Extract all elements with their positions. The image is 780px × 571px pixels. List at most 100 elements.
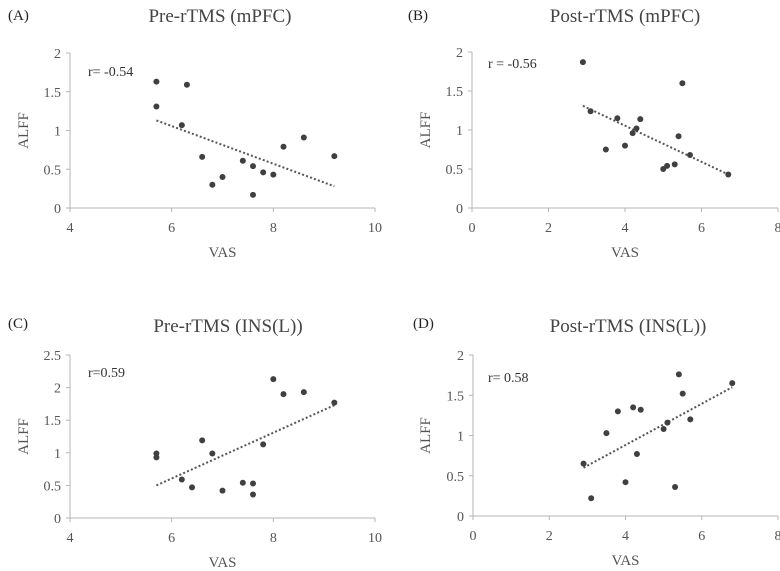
- data-point: [280, 391, 287, 398]
- data-point: [675, 133, 682, 140]
- data-point: [679, 80, 686, 87]
- y-tick-label: 1.5: [446, 85, 464, 100]
- y-tick-label: 2.5: [44, 349, 62, 364]
- y-tick-label: 1.5: [44, 414, 62, 429]
- data-point: [633, 451, 640, 458]
- data-point: [199, 437, 206, 444]
- data-point: [331, 153, 338, 160]
- x-tick-label: 2: [546, 529, 553, 544]
- data-point: [260, 441, 267, 448]
- chart-title: Pre-rTMS (INS(L)): [153, 316, 302, 337]
- y-tick-label: 0: [54, 202, 61, 217]
- y-tick-label: 0: [457, 510, 464, 525]
- data-point: [629, 130, 636, 137]
- data-point: [633, 125, 640, 132]
- x-tick-label: 6: [698, 221, 705, 236]
- data-point: [153, 78, 160, 85]
- y-tick-label: 2: [54, 382, 61, 397]
- data-point: [270, 171, 277, 178]
- data-point: [209, 450, 216, 457]
- data-point: [250, 191, 256, 198]
- correlation-label: r= -0.54: [88, 65, 133, 80]
- x-tick-label: 6: [168, 531, 175, 546]
- x-tick-label: 0: [470, 529, 477, 544]
- x-tick-label: 10: [368, 531, 382, 546]
- scatter-panel-2: (C) Pre-rTMS (INS(L)) 0 0.5 1 1.5 2 2.5 4 6 8 10 VAS…: [8, 316, 382, 571]
- x-tick-label: 8: [270, 531, 277, 546]
- panel-label: (A): [8, 8, 29, 24]
- x-tick-label: 4: [67, 221, 74, 236]
- panel-label: (B): [408, 8, 428, 24]
- data-point: [178, 122, 185, 129]
- y-axis-title: ALFF: [418, 112, 434, 149]
- data-point: [614, 115, 621, 122]
- data-point: [602, 146, 609, 153]
- data-point: [300, 134, 307, 141]
- x-tick-label: 2: [545, 221, 552, 236]
- y-tick-label: 1.5: [447, 389, 465, 404]
- data-point: [219, 174, 226, 180]
- data-point: [587, 108, 594, 115]
- trendline: [156, 119, 335, 188]
- data-point: [664, 162, 671, 169]
- data-point: [300, 389, 307, 396]
- data-point: [672, 484, 679, 491]
- x-tick-label: 6: [168, 221, 175, 236]
- correlation-label: r= 0.58: [488, 371, 529, 386]
- data-point: [729, 380, 736, 387]
- data-point: [664, 419, 671, 426]
- correlation-label: r = -0.56: [488, 57, 537, 72]
- data-point: [250, 480, 256, 487]
- x-tick-label: 6: [698, 529, 705, 544]
- scatter-panel-0: (A) Pre-rTMS (mPFC) 0 0.5 1 1.5 2 4 6 8 10 VAS ALFF r…: [8, 6, 382, 261]
- y-tick-label: 2: [54, 47, 61, 62]
- x-axis-title: VAS: [208, 245, 236, 261]
- data-point: [280, 143, 287, 150]
- x-axis-title: VAS: [611, 553, 639, 569]
- y-tick-label: 0: [456, 202, 463, 217]
- scatter-panel-3: (D) Post-rTMS (INS(L)) 0 0.5 1 1.5 2 0 2 4 6 8 VAS AL…: [413, 316, 780, 569]
- data-point: [580, 460, 587, 467]
- trendline: [156, 404, 335, 487]
- y-tick-label: 1: [457, 430, 464, 445]
- y-tick-label: 1: [54, 447, 61, 462]
- data-point: [250, 491, 256, 498]
- data-point: [679, 390, 686, 397]
- data-point: [637, 406, 644, 413]
- data-point: [209, 181, 216, 188]
- data-point: [687, 416, 694, 423]
- y-tick-label: 2: [456, 46, 463, 61]
- data-point: [189, 484, 195, 491]
- data-point: [239, 479, 246, 486]
- data-point: [687, 151, 694, 158]
- y-axis-title: ALFF: [16, 418, 32, 455]
- y-axis-title: ALFF: [16, 112, 32, 149]
- data-point: [660, 426, 667, 433]
- data-point: [219, 487, 226, 494]
- x-tick-label: 8: [270, 221, 277, 236]
- data-point: [622, 479, 629, 486]
- y-tick-label: 0.5: [446, 163, 464, 178]
- y-axis-title: ALFF: [418, 417, 434, 454]
- y-tick-label: 1: [456, 124, 463, 139]
- x-axis-title: VAS: [611, 245, 639, 261]
- data-point: [579, 59, 586, 66]
- data-point: [183, 81, 190, 88]
- y-tick-label: 0: [54, 512, 61, 527]
- data-point: [250, 163, 256, 170]
- trendline: [582, 104, 729, 176]
- data-point: [675, 371, 682, 378]
- panel-label: (C): [8, 316, 28, 332]
- y-tick-label: 0.5: [447, 470, 465, 485]
- data-point: [671, 161, 678, 168]
- x-tick-label: 0: [469, 221, 476, 236]
- data-point: [637, 116, 644, 123]
- data-point: [614, 408, 621, 415]
- data-point: [725, 171, 732, 178]
- y-tick-label: 0.5: [44, 479, 62, 494]
- x-tick-label: 10: [368, 221, 382, 236]
- data-point: [588, 495, 595, 502]
- x-tick-label: 4: [622, 529, 629, 544]
- chart-title: Post-rTMS (INS(L)): [550, 316, 707, 337]
- data-point: [331, 399, 338, 406]
